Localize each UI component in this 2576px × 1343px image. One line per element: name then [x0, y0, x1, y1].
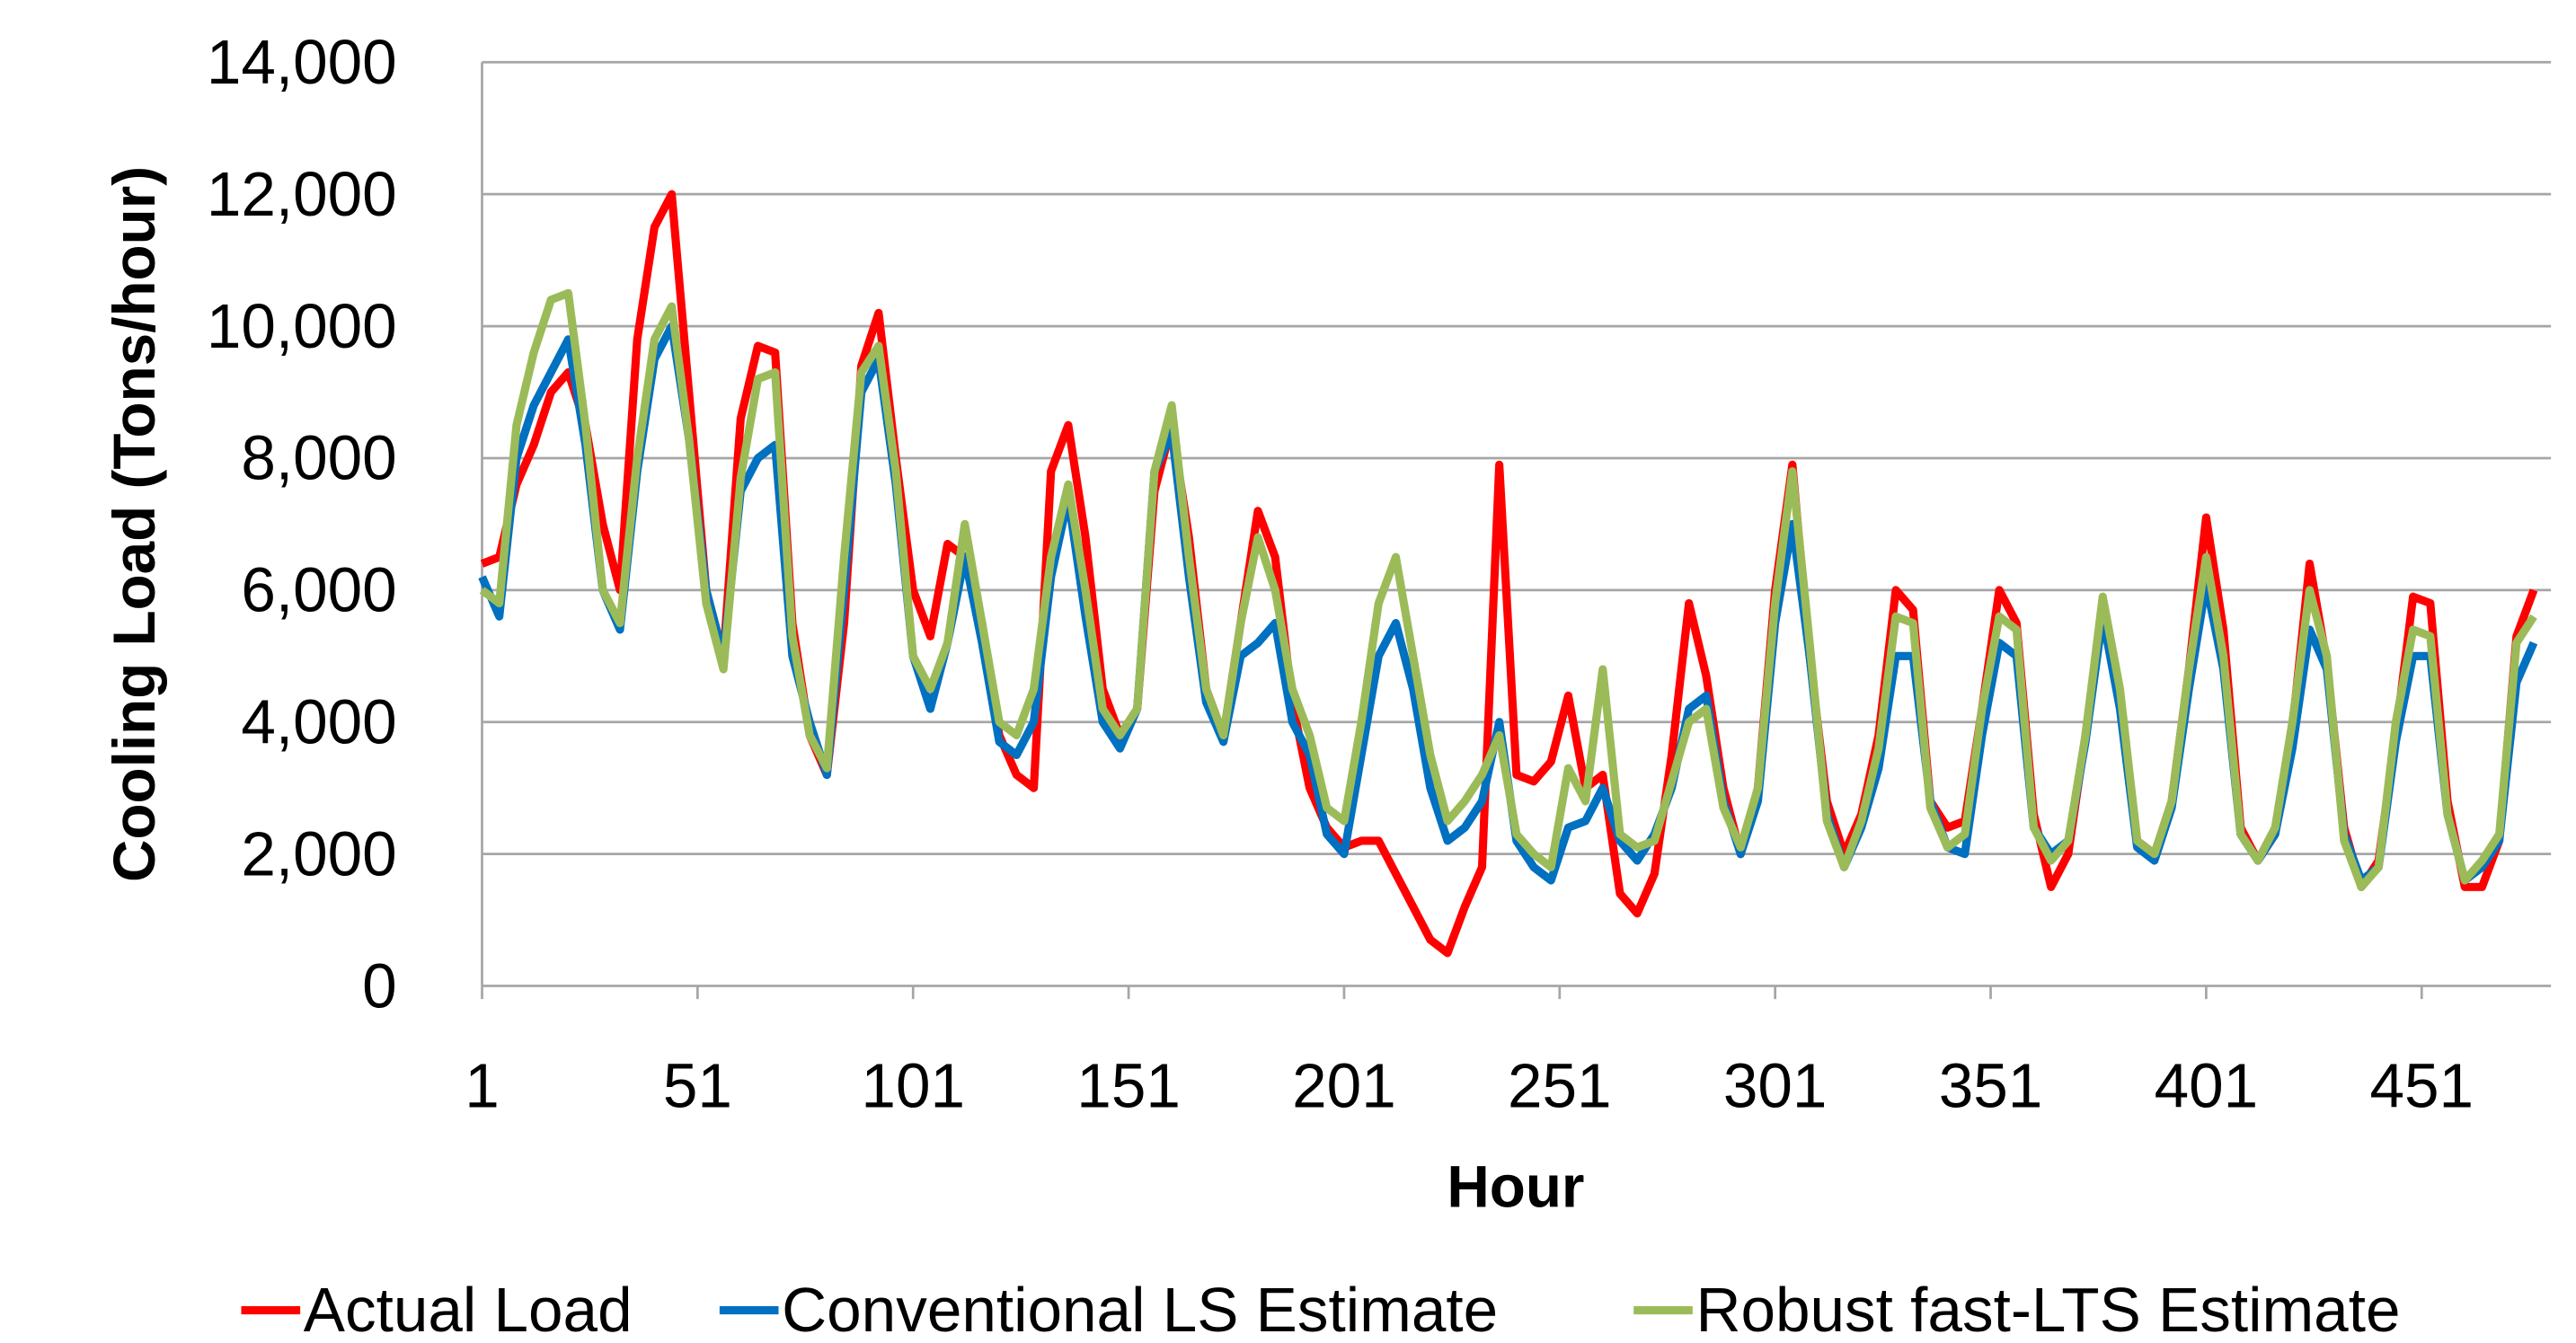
- y-axis-title: Cooling Load (Tons/hour): [102, 166, 167, 882]
- y-tick-label: 2,000: [241, 818, 396, 888]
- y-tick-label: 8,000: [241, 423, 396, 493]
- x-tick-label: 151: [1076, 1050, 1181, 1120]
- y-tick-label: 12,000: [207, 159, 397, 229]
- x-tick-label: 401: [2155, 1050, 2259, 1120]
- x-tick-label: 451: [2369, 1050, 2474, 1120]
- x-tick-label: 201: [1292, 1050, 1396, 1120]
- x-tick-label: 301: [1723, 1050, 1828, 1120]
- y-tick-label: 4,000: [241, 686, 396, 756]
- x-tick-label: 51: [663, 1050, 732, 1120]
- x-axis-title: Hour: [1447, 1154, 1584, 1220]
- legend-label: Robust fast-LTS Estimate: [1695, 1275, 2400, 1343]
- x-tick-label: 251: [1508, 1050, 1612, 1120]
- y-tick-label: 14,000: [207, 27, 397, 97]
- x-tick-label: 351: [1939, 1050, 2043, 1120]
- series-line: [479, 288, 2537, 891]
- x-tick-label: 101: [861, 1050, 965, 1120]
- legend-label: Actual Load: [304, 1275, 633, 1343]
- y-tick-label: 0: [362, 950, 397, 1021]
- legend-label: Conventional LS Estimate: [782, 1275, 1498, 1343]
- y-tick-label: 6,000: [241, 555, 396, 625]
- x-tick-label: 1: [465, 1050, 500, 1120]
- y-tick-label: 10,000: [207, 291, 397, 361]
